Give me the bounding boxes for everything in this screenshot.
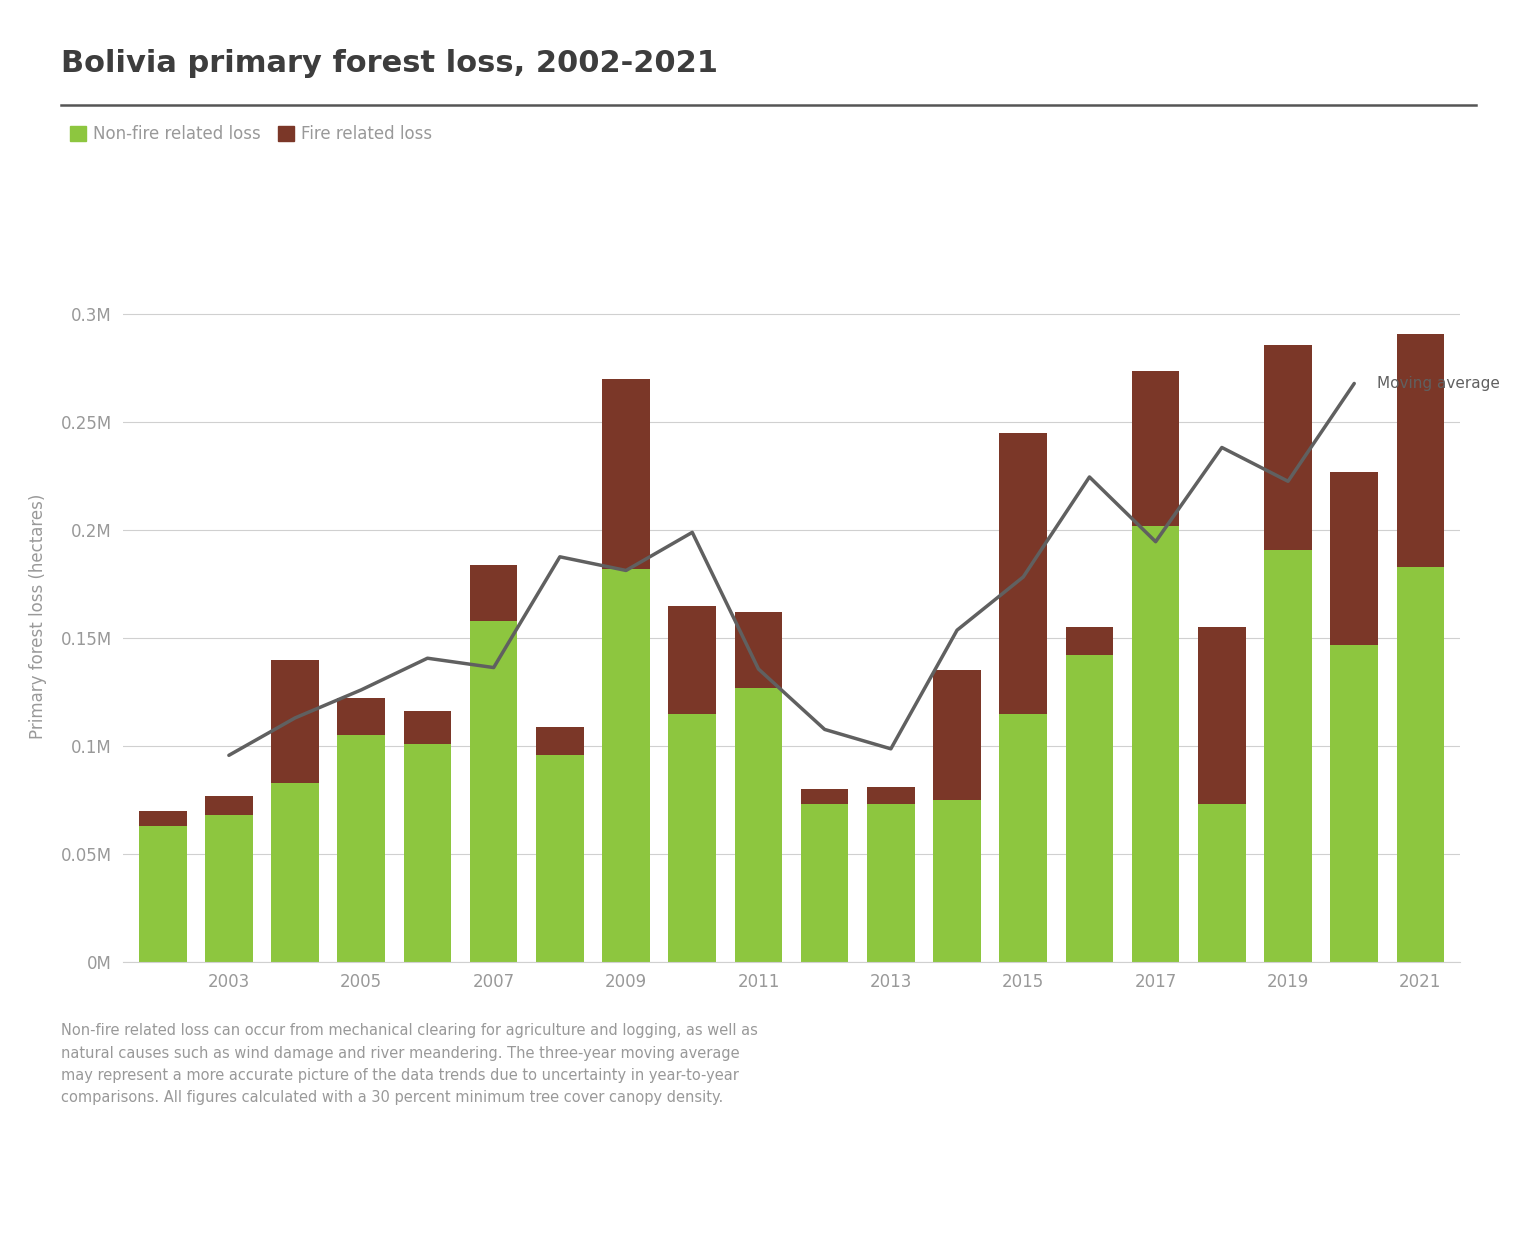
Bar: [1065, 628, 1113, 656]
Bar: [536, 726, 584, 755]
Bar: [470, 621, 518, 962]
Bar: [735, 613, 782, 688]
Bar: [669, 605, 716, 714]
Bar: [1197, 804, 1245, 962]
Bar: [669, 714, 716, 962]
Bar: [338, 698, 386, 735]
Bar: [1131, 525, 1179, 962]
Bar: [1131, 370, 1179, 525]
Bar: [1065, 656, 1113, 962]
Bar: [204, 815, 252, 962]
Bar: [1331, 645, 1379, 962]
Bar: [999, 433, 1047, 714]
Bar: [603, 380, 650, 570]
Bar: [1397, 567, 1445, 962]
Bar: [1265, 345, 1313, 550]
Bar: [735, 688, 782, 962]
Bar: [404, 711, 452, 743]
Y-axis label: Primary forest loss (hectares): Primary forest loss (hectares): [29, 493, 46, 740]
Bar: [470, 565, 518, 621]
Bar: [338, 735, 386, 962]
Bar: [867, 787, 915, 804]
Bar: [933, 671, 981, 800]
Bar: [404, 743, 452, 962]
Bar: [1197, 628, 1245, 804]
Text: Non-fire related loss can occur from mechanical clearing for agriculture and log: Non-fire related loss can occur from mec…: [61, 1023, 758, 1105]
Bar: [999, 714, 1047, 962]
Bar: [1265, 550, 1313, 962]
Bar: [867, 804, 915, 962]
Bar: [801, 789, 848, 804]
Bar: [138, 826, 186, 962]
Bar: [1397, 334, 1445, 567]
Bar: [204, 795, 252, 815]
Bar: [271, 660, 318, 783]
Bar: [933, 800, 981, 962]
Bar: [271, 783, 318, 962]
Text: Moving average: Moving average: [1377, 376, 1500, 391]
Bar: [138, 811, 186, 826]
Bar: [1331, 472, 1379, 645]
Bar: [536, 755, 584, 962]
Bar: [801, 804, 848, 962]
Legend: Non-fire related loss, Fire related loss: Non-fire related loss, Fire related loss: [69, 126, 432, 143]
Text: Bolivia primary forest loss, 2002-2021: Bolivia primary forest loss, 2002-2021: [61, 49, 718, 79]
Bar: [603, 570, 650, 962]
